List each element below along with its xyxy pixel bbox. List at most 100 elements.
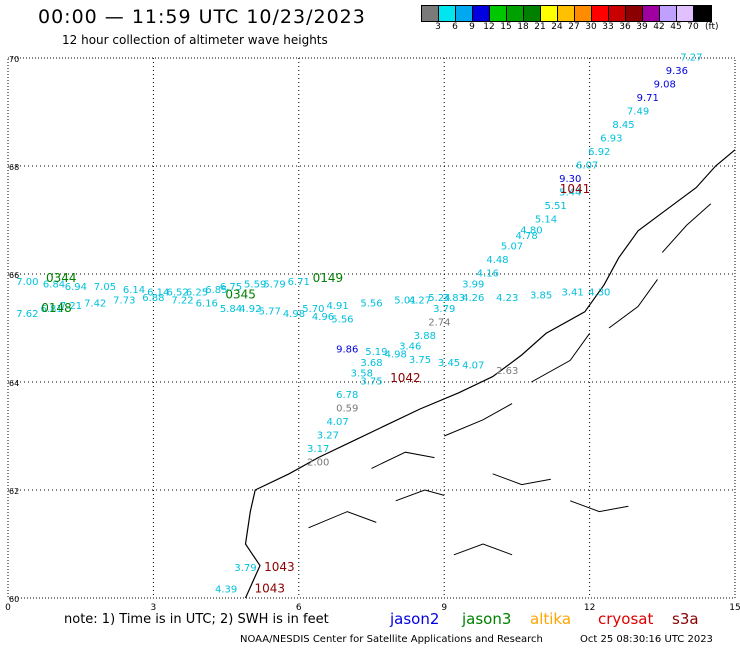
wave-height-point: 8.45 [612, 120, 634, 131]
y-tick-label: 60 [9, 595, 19, 604]
legend-swatch [694, 6, 711, 21]
wave-height-point: 4.98 [283, 309, 305, 320]
wave-height-point: 5.56 [331, 315, 353, 326]
coast-fragment [608, 279, 658, 329]
wave-height-point: 9.36 [666, 66, 688, 77]
pass-time-label: 0149 [313, 271, 344, 285]
wave-height-point: 9.71 [637, 93, 659, 104]
wave-height-point: 4.26 [462, 293, 484, 304]
y-tick-label: 66 [9, 271, 19, 280]
wave-height-point: 6.07 [576, 161, 598, 172]
legend-label: 33 [602, 22, 614, 32]
wave-height-point: 5.79 [263, 280, 285, 291]
legend-swatch [473, 6, 490, 21]
legend-swatch [592, 6, 609, 21]
wave-height-point: 6.52 [167, 288, 189, 299]
wave-height-point: 7.05 [94, 282, 116, 293]
wave-height-point: 7.73 [113, 296, 135, 307]
legend-label: 36 [619, 22, 631, 32]
wave-height-point: 6.14 [147, 288, 169, 299]
coast-fragment [531, 333, 591, 383]
coast-fragment [661, 203, 712, 253]
legend-label: 21 [534, 22, 546, 32]
wave-height-point: 7.62 [16, 309, 38, 320]
legend-label: 3 [435, 22, 441, 32]
map-title: 00:00 — 11:59 UTC 10/23/2023 [38, 6, 366, 28]
wave-height-point: 4.91 [326, 301, 348, 312]
legend-swatch [643, 6, 660, 21]
wave-height-point: 5.07 [501, 242, 523, 253]
wave-height-point: 6.14 [123, 285, 145, 296]
legend-label: 9 [469, 22, 475, 32]
sat-jason2: jason2 [390, 610, 440, 628]
legend-label: 45 [670, 22, 682, 32]
legend-swatch [524, 6, 541, 21]
legend-label: 70 [687, 22, 699, 32]
legend-swatch [660, 6, 677, 21]
legend-swatch [626, 6, 643, 21]
wave-height-point: 5.19 [365, 347, 387, 358]
wave-height-point: 5.44 [559, 188, 581, 199]
wave-height-point: 6.71 [288, 277, 310, 288]
wave-height-point: 6.94 [65, 282, 87, 293]
wave-height-point: 0.59 [336, 404, 358, 415]
legend-unit: (ft) [705, 22, 719, 32]
pass-time-label: 1043 [254, 582, 285, 596]
wave-height-point: 4.07 [326, 417, 348, 428]
color-scale-legend [421, 5, 712, 22]
wave-height-point: 5.59 [244, 280, 266, 291]
wave-height-point: 6.25 [186, 288, 208, 299]
wave-height-point: 4.30 [588, 288, 610, 299]
legend-label: 30 [585, 22, 597, 32]
wave-height-point: 3.27 [317, 431, 339, 442]
generated-timestamp: Oct 25 08:30:16 UTC 2023 [580, 634, 713, 645]
wave-height-point: 5.51 [545, 201, 567, 212]
wave-height-point: 3.68 [360, 358, 382, 369]
wave-height-point: 4.96 [312, 312, 334, 323]
x-tick-label: 3 [151, 603, 157, 613]
wave-height-point: 7.42 [84, 298, 106, 309]
pass-time-label: 1043 [264, 560, 295, 574]
wave-height-point: 6.16 [196, 298, 218, 309]
legend-swatch [575, 6, 592, 21]
wave-height-point: 4.16 [477, 269, 499, 280]
coast-fragment [453, 543, 513, 556]
wave-height-point: 3.46 [399, 342, 421, 353]
coast-fragment [371, 451, 435, 469]
legend-swatch [490, 6, 507, 21]
legend-swatch [439, 6, 456, 21]
wave-height-point: 6.85 [205, 285, 227, 296]
pass-time-label: 0345 [225, 287, 256, 301]
legend-label: 15 [500, 22, 512, 32]
wave-height-point: 3.58 [351, 369, 373, 380]
wave-height-point: 6.88 [142, 293, 164, 304]
sat-cryosat: cryosat [598, 610, 654, 628]
wave-height-point: 4.07 [462, 361, 484, 372]
legend-swatch [422, 6, 439, 21]
wave-height-point: 5.84 [220, 304, 242, 315]
wave-height-point: 3.99 [462, 280, 484, 291]
wave-height-point: 6.92 [588, 147, 610, 158]
wave-height-point: 2.00 [307, 458, 329, 469]
wave-height-point: 3.85 [530, 290, 552, 301]
coast-fragment [395, 489, 445, 502]
wave-height-point: 7.49 [627, 107, 649, 118]
wave-height-point: 4.92 [239, 304, 261, 315]
x-tick-label: 0 [5, 603, 11, 613]
wave-height-point: 5.56 [360, 298, 382, 309]
pass-time-label: 0148 [41, 301, 72, 315]
legend-swatch [558, 6, 575, 21]
wave-height-point: 2.63 [496, 366, 518, 377]
wave-height-point: 3.75 [409, 355, 431, 366]
coast-fragment [492, 473, 551, 486]
wave-height-point: 5.77 [259, 307, 281, 318]
legend-swatch [677, 6, 694, 21]
legend-swatch [456, 6, 473, 21]
coast-fragment [570, 500, 629, 513]
wave-height-point: 4.78 [515, 231, 537, 242]
wave-height-point: 6.93 [600, 134, 622, 145]
legend-swatch [609, 6, 626, 21]
wave-height-point: 4.27 [409, 296, 431, 307]
wave-height-point: 9.08 [654, 80, 676, 91]
plot-frame [7, 57, 736, 599]
